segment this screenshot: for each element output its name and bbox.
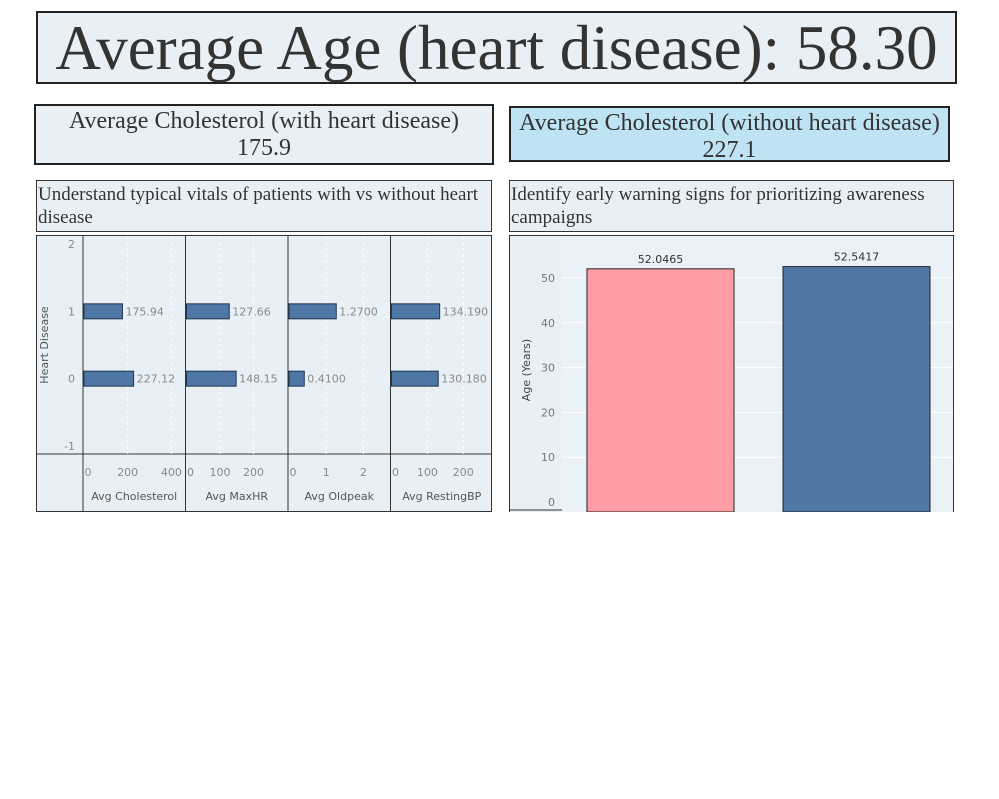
x-tick-label: 200	[117, 466, 138, 479]
x-tick-label: 0	[392, 466, 399, 479]
bar[interactable]	[186, 370, 237, 387]
y-tick-label: 10	[541, 451, 555, 464]
bar[interactable]	[186, 303, 230, 320]
bar[interactable]	[782, 266, 931, 513]
facet-avg-maxhr[interactable]: 127.66 148.15 0 100 200 Avg MaxHR	[185, 236, 278, 511]
y-tick-label: 1	[68, 305, 75, 318]
data-label: 1.2700	[339, 305, 378, 318]
bar[interactable]	[586, 268, 735, 513]
x-tick-label: 0	[187, 466, 194, 479]
x-tick-label: 200	[453, 466, 474, 479]
bar[interactable]	[288, 370, 305, 387]
y-axis-title: Heart Disease	[38, 306, 51, 384]
bar[interactable]	[83, 303, 123, 320]
x-axis-title: Avg MaxHR	[205, 490, 268, 503]
x-tick-label: 200	[243, 466, 264, 479]
data-label: 52.0465	[638, 253, 684, 266]
page-title: Average Age (heart disease): 58.30	[55, 13, 938, 83]
x-tick-label: 400	[161, 466, 182, 479]
y-tick-label: 0	[68, 373, 75, 386]
kpi-label: Average Cholesterol (without heart disea…	[519, 110, 940, 136]
kpi-card-with-disease: Average Cholesterol (with heart disease)…	[34, 104, 494, 165]
y-tick-label: 30	[541, 362, 555, 375]
data-label: 52.5417	[834, 251, 880, 264]
data-label: 0.4100	[307, 373, 346, 386]
y-tick-label: 0	[548, 496, 555, 509]
left-panel-subtitle: Understand typical vitals of patients wi…	[36, 180, 492, 232]
x-tick-label: 2	[360, 466, 367, 479]
facet-avg-oldpeak[interactable]: 1.2700 0.4100 0 1 2 Avg Oldpeak	[287, 236, 378, 511]
x-axis-title: Avg Oldpeak	[305, 490, 375, 503]
kpi-card-without-disease[interactable]: Average Cholesterol (without heart disea…	[509, 106, 950, 163]
kpi-value: 227.1	[702, 137, 757, 163]
bar[interactable]	[391, 370, 439, 387]
y-tick-label: 2	[68, 238, 75, 251]
x-tick-label: 1	[323, 466, 330, 479]
data-label: 127.66	[232, 305, 271, 318]
y-tick-label: 40	[541, 317, 555, 330]
data-label: 227.12	[137, 373, 176, 386]
x-axis-title: Avg Cholesterol	[91, 490, 177, 503]
x-tick-label: 100	[210, 466, 231, 479]
kpi-label: Average Cholesterol (with heart disease)	[68, 108, 460, 134]
x-tick-label: 0	[290, 466, 297, 479]
age-chart-svg[interactable]: 0 10 20 30 40 50 Age (Years) 52.0465 52.5417	[510, 236, 953, 513]
x-axis-title: Avg RestingBP	[402, 490, 481, 503]
facet-avg-cholesterol[interactable]: 175.94 227.12 0 200 400 Avg Cholesterol	[82, 236, 182, 511]
bar[interactable]	[288, 303, 337, 320]
data-label: 148.15	[239, 373, 278, 386]
y-tick-label: -1	[64, 440, 75, 453]
x-tick-label: 0	[85, 466, 92, 479]
facet-avg-restingbp[interactable]: 134.190 130.180 0 100 200 Avg RestingBP	[390, 236, 489, 511]
right-panel-subtitle: Identify early warning signs for priorit…	[509, 180, 954, 232]
y-tick-label: 50	[541, 272, 555, 285]
x-tick-label: 100	[417, 466, 438, 479]
y-tick-label: 20	[541, 406, 555, 419]
bar[interactable]	[391, 303, 441, 320]
age-chart[interactable]: 0 10 20 30 40 50 Age (Years) 52.0465 52.5417	[509, 235, 954, 513]
vitals-chart[interactable]: Heart Disease 2 1 0 -1 175.94 227.12 0 200 400 Avg…	[36, 235, 492, 512]
y-axis-title: Age (Years)	[520, 339, 533, 401]
title-card: Average Age (heart disease): 58.30	[36, 11, 957, 84]
bar[interactable]	[83, 370, 135, 387]
data-label: 130.180	[441, 373, 487, 386]
data-label: 134.190	[443, 305, 489, 318]
kpi-value: 175.9	[237, 135, 291, 161]
data-label: 175.94	[125, 305, 163, 318]
